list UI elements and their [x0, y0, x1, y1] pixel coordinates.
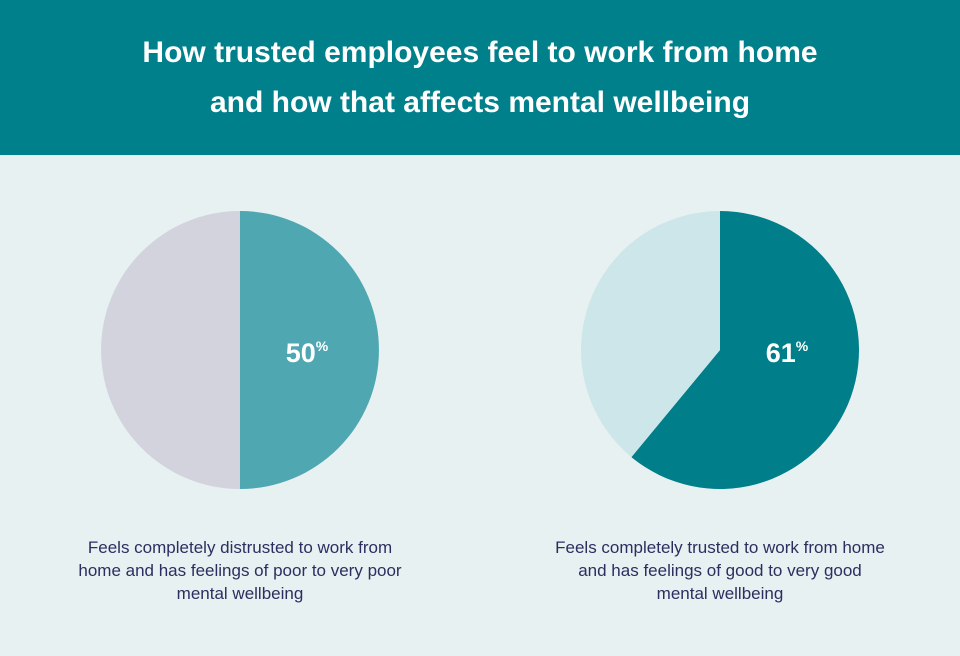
chart-title: How trusted employees feel to work from …	[142, 35, 818, 119]
pie-0-slice-0	[240, 211, 379, 489]
caption-left: Feels completely distrusted to work from…	[78, 538, 402, 603]
pie-1-slice-0	[631, 211, 860, 490]
pie-1-slice-1	[581, 211, 720, 458]
pie-0-slice-1	[101, 211, 240, 489]
header-banner: How trusted employees feel to work from …	[0, 0, 960, 155]
caption-right: Feels completely trusted to work from ho…	[555, 538, 885, 603]
